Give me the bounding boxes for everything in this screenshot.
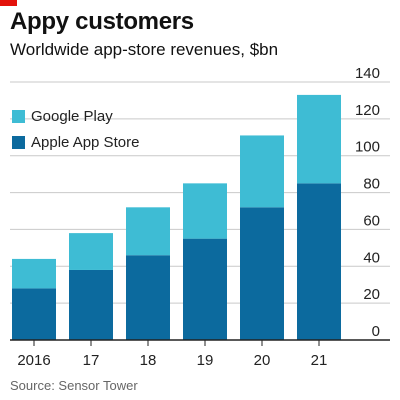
bar-apple-app-store [183,238,227,340]
y-tick-label: 80 [363,176,380,193]
x-tick-label: 20 [254,352,271,369]
x-tick-label: 2016 [17,352,50,369]
x-tick-label: 18 [140,352,157,369]
y-tick-label: 140 [355,65,380,82]
chart-subtitle: Worldwide app-store revenues, $bn [10,40,279,59]
bar-google-play [183,183,227,239]
y-tick-label: 20 [363,286,380,303]
legend-item-google-play: Google Play [12,105,139,127]
y-tick-label: 60 [363,212,380,229]
bar-apple-app-store [12,288,56,340]
bar-apple-app-store [69,269,113,340]
legend-item-apple-app-store: Apple App Store [12,131,139,153]
source-note: Source: Sensor Tower [10,378,138,393]
legend-label-apple-app-store: Apple App Store [31,133,140,151]
y-tick-label: 40 [363,249,380,266]
legend: Google Play Apple App Store [12,105,139,157]
legend-swatch-google-play [12,109,25,123]
bar-apple-app-store [126,255,170,340]
x-tick-label: 17 [83,352,100,369]
x-tick-label: 21 [311,352,328,369]
legend-label-google-play: Google Play [31,107,113,125]
bar-google-play [69,233,113,270]
legend-swatch-apple-app-store [12,135,25,149]
brand-accent-tag [0,0,17,6]
bar-google-play [297,94,341,184]
bar-google-play [240,135,284,208]
y-tick-label: 120 [355,102,380,119]
bar-google-play [12,258,56,289]
bar-apple-app-store [240,207,284,340]
y-tick-label: 0 [372,323,380,340]
chart-title: Appy customers [10,8,194,35]
bar-apple-app-store [297,183,341,340]
y-tick-label: 100 [355,139,380,156]
x-tick-label: 19 [197,352,214,369]
bar-google-play [126,207,170,256]
